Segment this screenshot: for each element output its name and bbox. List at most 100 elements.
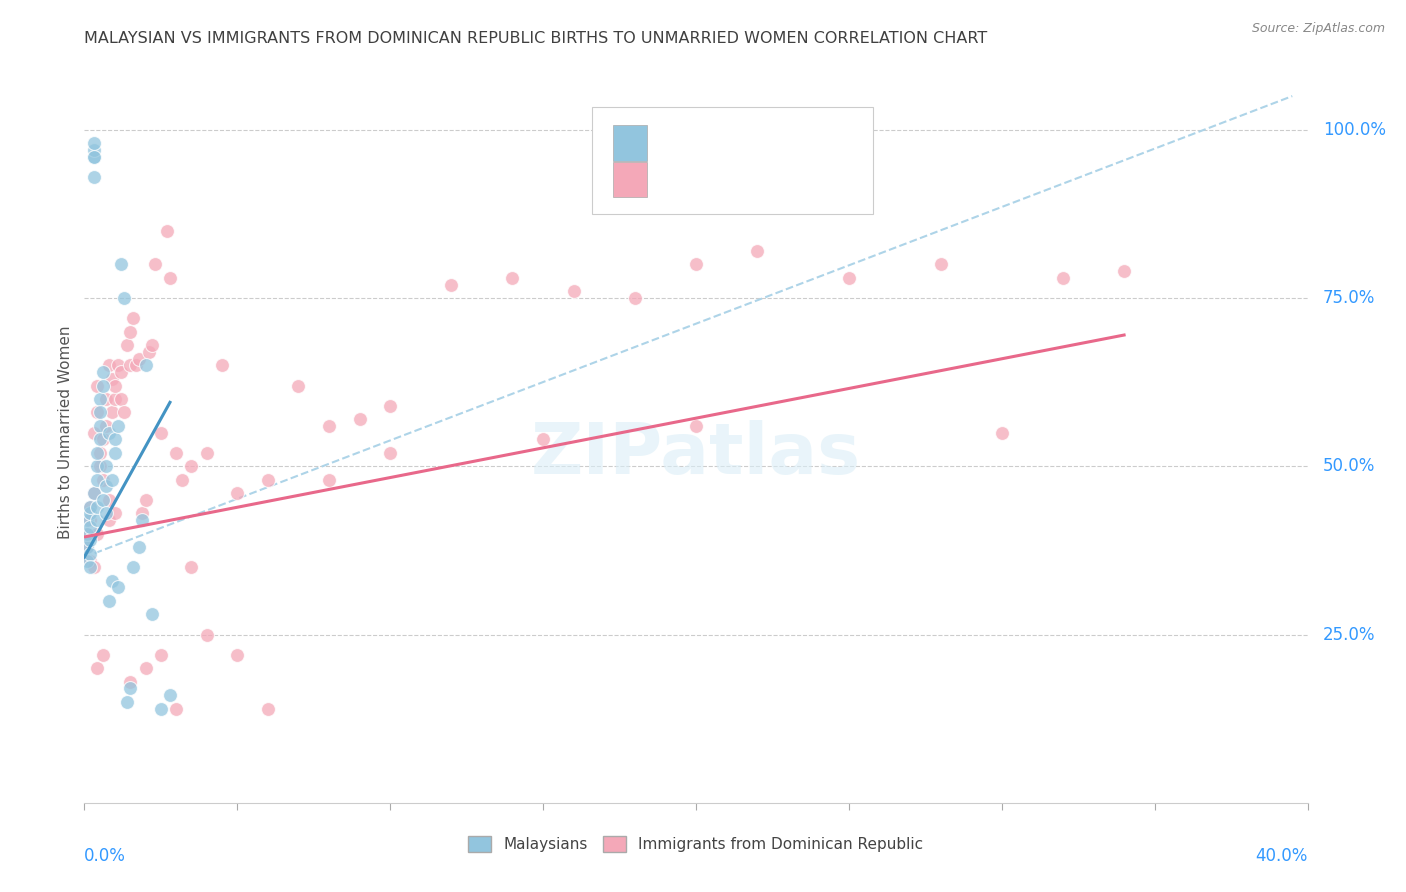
Text: MALAYSIAN VS IMMIGRANTS FROM DOMINICAN REPUBLIC BIRTHS TO UNMARRIED WOMEN CORREL: MALAYSIAN VS IMMIGRANTS FROM DOMINICAN R… [84,31,987,46]
Point [165,446,187,460]
Point [91,378,114,392]
Point [135,661,157,675]
Point [97,492,120,507]
Text: 75.0%: 75.0% [1323,289,1375,307]
Text: 25.0%: 25.0% [1323,625,1375,643]
Point [135,359,157,373]
Point [141,607,163,622]
Point [104,433,127,447]
Point [110,257,132,271]
Point [104,446,127,460]
Point [97,425,120,440]
Point [86,526,108,541]
Point [101,405,124,419]
Text: 100.0%: 100.0% [1323,120,1386,139]
Point [1114,264,1136,278]
Point [380,446,402,460]
Point [149,648,172,662]
Point [97,594,120,608]
Text: 40.0%: 40.0% [1256,847,1308,865]
Point [562,285,585,299]
Point [138,344,160,359]
FancyBboxPatch shape [592,107,873,214]
Point [91,648,114,662]
Point [94,392,117,406]
Point [120,674,142,689]
Point [257,473,280,487]
Point [318,418,340,433]
Point [83,486,105,500]
Point [135,492,157,507]
Point [89,446,111,460]
Point [101,372,124,386]
Point [89,392,111,406]
Point [94,507,117,521]
Point [180,560,202,574]
Point [79,500,101,514]
Point [86,500,108,514]
Point [94,459,117,474]
Point [104,392,127,406]
Point [91,473,114,487]
Point [79,513,101,527]
Text: R = 0.237   N = 50: R = 0.237 N = 50 [662,134,846,153]
Point [86,378,108,392]
Point [502,270,524,285]
Point [120,359,142,373]
FancyBboxPatch shape [613,126,647,161]
Point [287,378,309,392]
Point [86,473,108,487]
Point [149,701,172,715]
Point [122,560,145,574]
Point [83,136,105,151]
Point [747,244,769,258]
Point [685,418,707,433]
Point [83,169,105,184]
Point [172,473,194,487]
Point [83,486,105,500]
Point [110,365,132,379]
Point [131,507,153,521]
Point [94,479,117,493]
Point [83,560,105,574]
Point [195,446,218,460]
Text: 0.0%: 0.0% [84,847,127,865]
Point [112,291,135,305]
FancyBboxPatch shape [613,161,647,197]
Point [257,701,280,715]
Point [991,425,1014,440]
Point [122,311,145,326]
Point [110,392,132,406]
Point [107,359,129,373]
Point [83,143,105,157]
Point [226,486,249,500]
Point [115,695,138,709]
Point [79,507,101,521]
Point [83,425,105,440]
Point [120,681,142,696]
Point [79,553,101,567]
Point [86,446,108,460]
Point [318,473,340,487]
Point [76,526,98,541]
Point [685,257,707,271]
Point [89,459,111,474]
Point [440,277,463,292]
Y-axis label: Births to Unmarried Women: Births to Unmarried Women [58,326,73,540]
Point [838,270,860,285]
Point [86,661,108,675]
Point [1052,270,1074,285]
Point [112,405,135,419]
Point [79,520,101,534]
Point [531,433,554,447]
Point [86,459,108,474]
Point [86,513,108,527]
Point [125,359,148,373]
Point [104,507,127,521]
Point [79,547,101,561]
Point [107,581,129,595]
Legend: Malaysians, Immigrants from Dominican Republic: Malaysians, Immigrants from Dominican Re… [463,830,929,858]
Text: R = 0.467   N = 79: R = 0.467 N = 79 [662,170,846,188]
Point [97,513,120,527]
Point [89,405,111,419]
